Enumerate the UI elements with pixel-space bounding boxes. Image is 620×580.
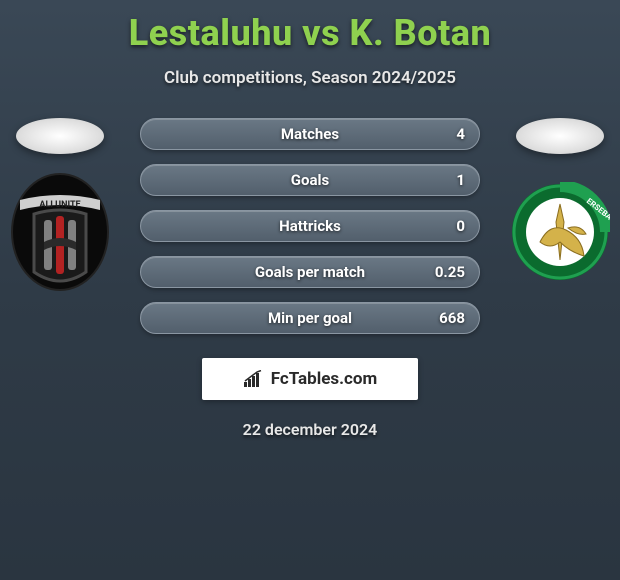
stat-right-value: 0 [456, 217, 465, 235]
page-title: Lestaluhu vs K. Botan [0, 0, 620, 54]
subtitle: Club competitions, Season 2024/2025 [0, 68, 620, 88]
player-left-avatar [16, 118, 104, 154]
brand-text: FcTables.com [271, 369, 377, 389]
stat-label: Hattricks [279, 217, 341, 235]
stats-list: Matches 4 Goals 1 Hattricks 0 Goals per … [140, 118, 480, 334]
stat-right-value: 668 [439, 309, 465, 327]
stat-row-hattricks: Hattricks 0 [140, 210, 480, 242]
bars-icon [243, 370, 265, 388]
date-label: 22 december 2024 [0, 420, 620, 439]
brand-badge[interactable]: FcTables.com [202, 358, 418, 400]
stat-label: Goals [291, 171, 329, 189]
stat-row-goals: Goals 1 [140, 164, 480, 196]
club-crest-left: ALI UNITE [10, 172, 110, 292]
stat-label: Matches [281, 125, 339, 143]
stat-label: Min per goal [268, 309, 352, 327]
club-crest-right: ERSEBA [510, 172, 610, 292]
stat-row-matches: Matches 4 [140, 118, 480, 150]
stat-right-value: 1 [456, 171, 465, 189]
stat-row-min-per-goal: Min per goal 668 [140, 302, 480, 334]
stat-right-value: 0.25 [435, 263, 465, 281]
player-left-column: ALI UNITE [0, 118, 120, 292]
player-right-avatar [516, 118, 604, 154]
stat-row-goals-per-match: Goals per match 0.25 [140, 256, 480, 288]
player-right-column: ERSEBA [500, 118, 620, 292]
stat-right-value: 4 [456, 125, 465, 143]
stat-label: Goals per match [255, 263, 365, 281]
comparison-panel: ALI UNITE ERSEBA [0, 118, 620, 439]
persebaya-crest-icon: ERSEBA [510, 182, 610, 282]
bali-united-crest-icon: ALI UNITE [10, 172, 110, 292]
